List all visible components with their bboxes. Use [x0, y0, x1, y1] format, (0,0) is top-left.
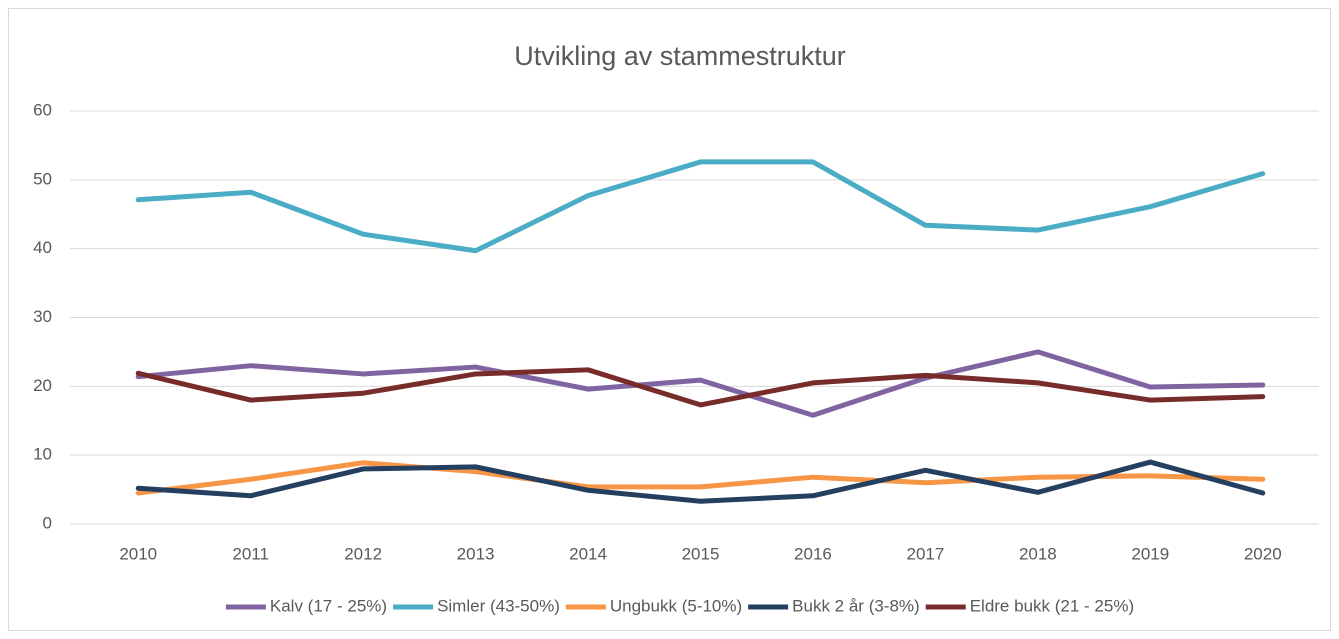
legend-label: Simler (43-50%)	[437, 596, 560, 615]
x-tick-label: 2014	[569, 544, 607, 563]
chart-border	[8, 8, 1331, 631]
x-tick-label: 2011	[232, 544, 269, 563]
x-tick-label: 2020	[1244, 544, 1282, 563]
x-tick-label: 2019	[1131, 544, 1169, 563]
x-tick-label: 2017	[906, 544, 944, 563]
series-line	[135, 460, 1266, 496]
legend-label: Ungbukk (5-10%)	[610, 596, 742, 615]
y-tick-label: 30	[33, 307, 52, 326]
legend-label: Eldre bukk (21 - 25%)	[970, 596, 1134, 615]
legend-label: Bukk 2 år (3-8%)	[792, 596, 920, 615]
x-tick-label: 2016	[794, 544, 832, 563]
y-tick-label: 10	[33, 445, 52, 464]
x-tick-label: 2013	[457, 544, 495, 563]
x-tick-label: 2015	[682, 544, 720, 563]
y-tick-label: 60	[33, 100, 52, 119]
series-line	[135, 367, 1266, 408]
legend-label: Kalv (17 - 25%)	[270, 596, 387, 615]
y-tick-label: 20	[33, 376, 52, 395]
x-tick-label: 2012	[344, 544, 382, 563]
chart-title: Utvikling av stammestruktur	[514, 41, 846, 71]
x-tick-label: 2010	[119, 544, 157, 563]
series-line	[135, 159, 1266, 254]
series-line	[135, 349, 1266, 418]
y-tick-label: 0	[43, 513, 52, 532]
x-tick-label: 2018	[1019, 544, 1057, 563]
series-line	[135, 459, 1266, 504]
y-tick-label: 50	[33, 169, 52, 188]
y-tick-label: 40	[33, 238, 52, 257]
